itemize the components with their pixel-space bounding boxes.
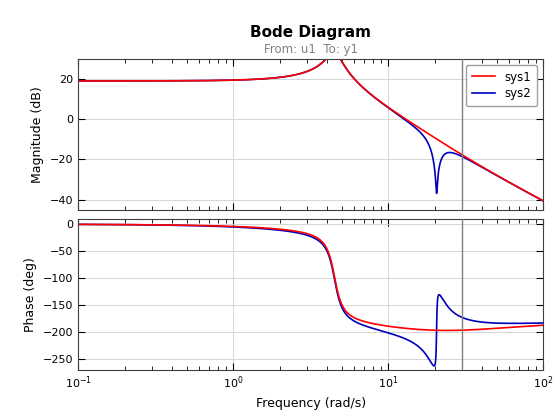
Title: Bode Diagram: Bode Diagram — [250, 25, 371, 39]
sys2 — [160, 223, 166, 228]
sys1 — [160, 79, 166, 84]
sys2 — [253, 77, 259, 82]
sys2 — [160, 79, 166, 84]
sys2 — [431, 363, 437, 368]
Line: sys1: sys1 — [78, 52, 543, 201]
sys1 — [377, 323, 384, 328]
sys2 — [377, 100, 384, 105]
Line: sys2: sys2 — [78, 224, 543, 366]
sys1 — [540, 198, 547, 203]
sys2 — [75, 79, 82, 84]
sys1 — [540, 323, 547, 328]
sys2 — [458, 314, 464, 319]
sys1 — [330, 49, 337, 54]
sys1 — [458, 328, 464, 333]
sys1 — [253, 77, 259, 82]
sys2 — [377, 328, 384, 333]
sys1 — [253, 225, 259, 230]
sys1 — [75, 222, 82, 227]
sys1 — [75, 79, 82, 84]
sys1 — [377, 100, 384, 105]
sys2 — [540, 320, 547, 326]
sys2 — [422, 351, 428, 356]
Y-axis label: Phase (deg): Phase (deg) — [25, 257, 38, 332]
sys1 — [160, 223, 166, 228]
Text: From: u1  To: y1: From: u1 To: y1 — [264, 43, 358, 56]
sys1 — [354, 317, 361, 322]
sys1 — [422, 129, 428, 134]
sys2 — [330, 49, 337, 54]
sys2 — [75, 222, 82, 227]
Line: sys1: sys1 — [78, 224, 543, 331]
Y-axis label: Magnitude (dB): Magnitude (dB) — [31, 86, 44, 183]
sys2 — [354, 79, 361, 84]
Line: sys2: sys2 — [78, 52, 543, 201]
sys2 — [354, 320, 361, 325]
sys2 — [540, 198, 547, 203]
sys2 — [422, 136, 428, 141]
sys1 — [422, 327, 428, 332]
sys2 — [253, 226, 259, 231]
sys2 — [458, 153, 464, 158]
X-axis label: Frequency (rad/s): Frequency (rad/s) — [256, 396, 366, 410]
sys1 — [354, 79, 361, 84]
Legend: sys1, sys2: sys1, sys2 — [466, 65, 537, 106]
sys1 — [458, 151, 464, 156]
sys1 — [444, 328, 450, 333]
